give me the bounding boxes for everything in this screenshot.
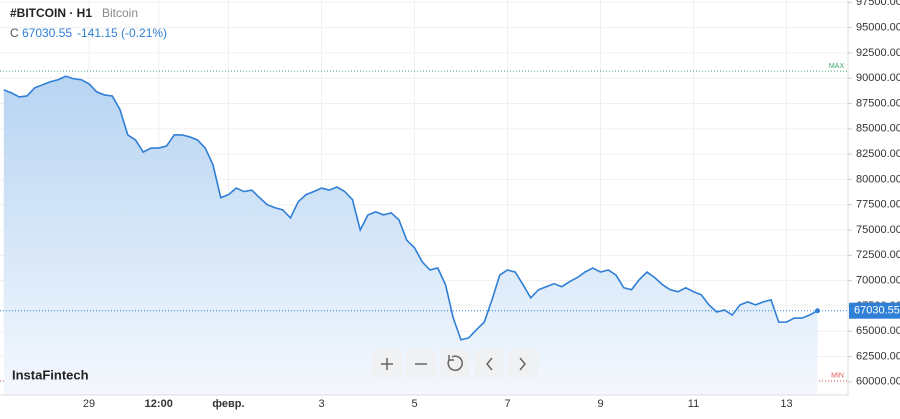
extreme-label: MAX (829, 63, 845, 70)
x-tick-label: 12:00 (145, 398, 173, 410)
controls (372, 350, 538, 378)
y-tick-label: 60000.00 (856, 376, 900, 388)
x-tick-label: 7 (504, 398, 510, 410)
close-value: 67030.55 (22, 26, 72, 40)
y-tick-label: 87500.00 (856, 97, 900, 109)
x-tick-label: 29 (83, 398, 95, 410)
y-tick-label: 97500.00 (856, 0, 900, 8)
axes: 60000.0062500.0065000.0067500.0070000.00… (83, 0, 900, 410)
last-price-label: 67030.55 (854, 305, 900, 317)
y-tick-label: 75000.00 (856, 224, 900, 236)
instrument-name: Bitcoin (102, 6, 138, 20)
x-tick-label: 11 (688, 398, 699, 410)
x-tick-label: 5 (411, 398, 417, 410)
symbol: #BITCOIN · H1 (10, 6, 92, 20)
y-tick-label: 70000.00 (856, 275, 900, 287)
area (3, 76, 818, 396)
plot: MAX MIN (0, 63, 848, 396)
last-price-box (849, 302, 900, 319)
extreme-label: MIN (831, 373, 844, 380)
zoom-out-button[interactable] (406, 350, 436, 378)
y-tick-label: 82500.00 (856, 148, 900, 160)
zoom-in-button[interactable] (372, 350, 402, 378)
y-tick-label: 85000.00 (856, 123, 900, 135)
line (3, 75, 818, 341)
x-tick-label: февр. (212, 398, 244, 410)
y-tick-label: 92500.00 (856, 47, 900, 59)
change: -141.15 (-0.21%) (77, 26, 167, 40)
x-tick-label: 3 (318, 398, 324, 410)
brand: InstaFintech (12, 367, 89, 382)
close-prefix: C (10, 26, 19, 40)
reset-button[interactable] (440, 350, 470, 378)
scroll-left-button[interactable] (474, 350, 504, 378)
scroll-right-button[interactable] (508, 350, 538, 378)
y-tick-label: 77500.00 (856, 199, 900, 211)
y-tick-label: 90000.00 (856, 72, 900, 84)
y-tick-label: 95000.00 (856, 22, 900, 34)
last-point (815, 308, 820, 314)
x-tick-label: 13 (780, 398, 792, 410)
y-tick-label: 65000.00 (856, 325, 900, 337)
y-tick-label: 72500.00 (856, 249, 900, 261)
y-tick-label: 80000.00 (856, 173, 900, 185)
x-tick-label: 9 (597, 398, 603, 410)
y-tick-label: 62500.00 (856, 350, 900, 362)
